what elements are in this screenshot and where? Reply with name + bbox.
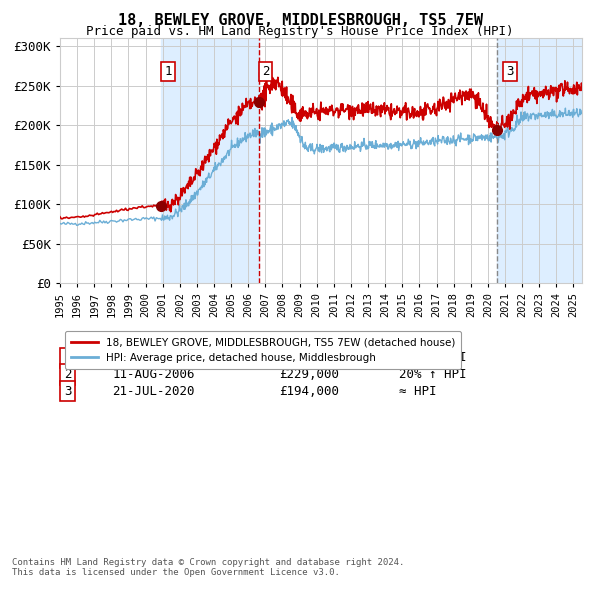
Text: 3: 3 [64, 385, 71, 398]
Text: £229,000: £229,000 [279, 368, 339, 381]
Text: 19% ↑ HPI: 19% ↑ HPI [400, 352, 467, 365]
Text: Contains HM Land Registry data © Crown copyright and database right 2024.
This d: Contains HM Land Registry data © Crown c… [12, 558, 404, 577]
Text: £194,000: £194,000 [279, 385, 339, 398]
Text: 21-JUL-2020: 21-JUL-2020 [112, 385, 194, 398]
Text: £98,000: £98,000 [279, 352, 332, 365]
Text: 18, BEWLEY GROVE, MIDDLESBROUGH, TS5 7EW: 18, BEWLEY GROVE, MIDDLESBROUGH, TS5 7EW [118, 13, 482, 28]
Text: 1: 1 [164, 65, 172, 78]
Legend: 18, BEWLEY GROVE, MIDDLESBROUGH, TS5 7EW (detached house), HPI: Average price, d: 18, BEWLEY GROVE, MIDDLESBROUGH, TS5 7EW… [65, 331, 461, 369]
Text: 11-AUG-2006: 11-AUG-2006 [112, 368, 194, 381]
Text: Price paid vs. HM Land Registry's House Price Index (HPI): Price paid vs. HM Land Registry's House … [86, 25, 514, 38]
Text: 3: 3 [506, 65, 514, 78]
Text: 20% ↑ HPI: 20% ↑ HPI [400, 368, 467, 381]
Bar [497, 38, 582, 283]
Text: 2: 2 [262, 65, 269, 78]
Bar [161, 38, 259, 283]
Text: 1: 1 [64, 352, 71, 365]
Text: 2: 2 [64, 368, 71, 381]
Text: ≈ HPI: ≈ HPI [400, 385, 437, 398]
Text: 07-DEC-2000: 07-DEC-2000 [112, 352, 194, 365]
